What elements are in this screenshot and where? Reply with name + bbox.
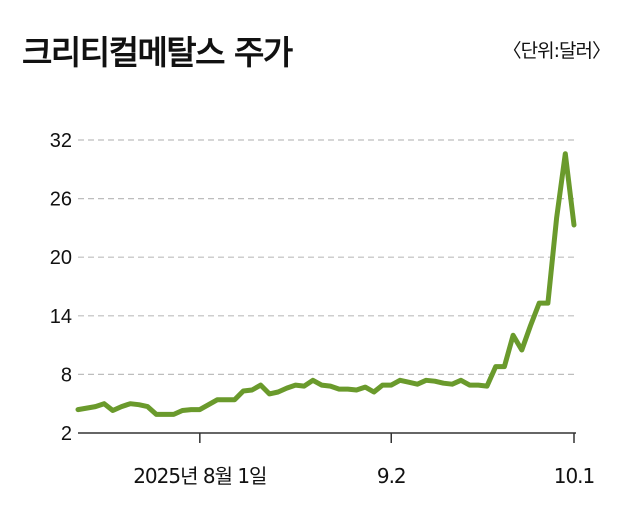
gridlines	[78, 139, 576, 375]
price-line	[75, 151, 577, 417]
x-tick-label-1: 9.2	[377, 464, 406, 488]
y-tick-label-8: 8	[61, 364, 72, 386]
y-tick-label-2: 2	[61, 423, 72, 445]
x-axis-ticks: 2025년 8월 1일 9.2 10.1	[133, 433, 595, 488]
y-axis-ticks: 2 8 14 20 26 32	[50, 130, 72, 445]
y-tick-label-32: 32	[50, 130, 72, 152]
y-tick-label-14: 14	[50, 306, 72, 328]
unit-label: 〈단위:달러〉	[502, 40, 611, 62]
x-tick-label-0: 2025년 8월 1일	[133, 464, 266, 488]
x-tick-label-2: 10.1	[554, 464, 595, 488]
y-tick-label-26: 26	[50, 189, 72, 211]
chart-title: 크리티컬메탈스 주가	[22, 33, 293, 72]
y-tick-label-20: 20	[50, 247, 72, 269]
